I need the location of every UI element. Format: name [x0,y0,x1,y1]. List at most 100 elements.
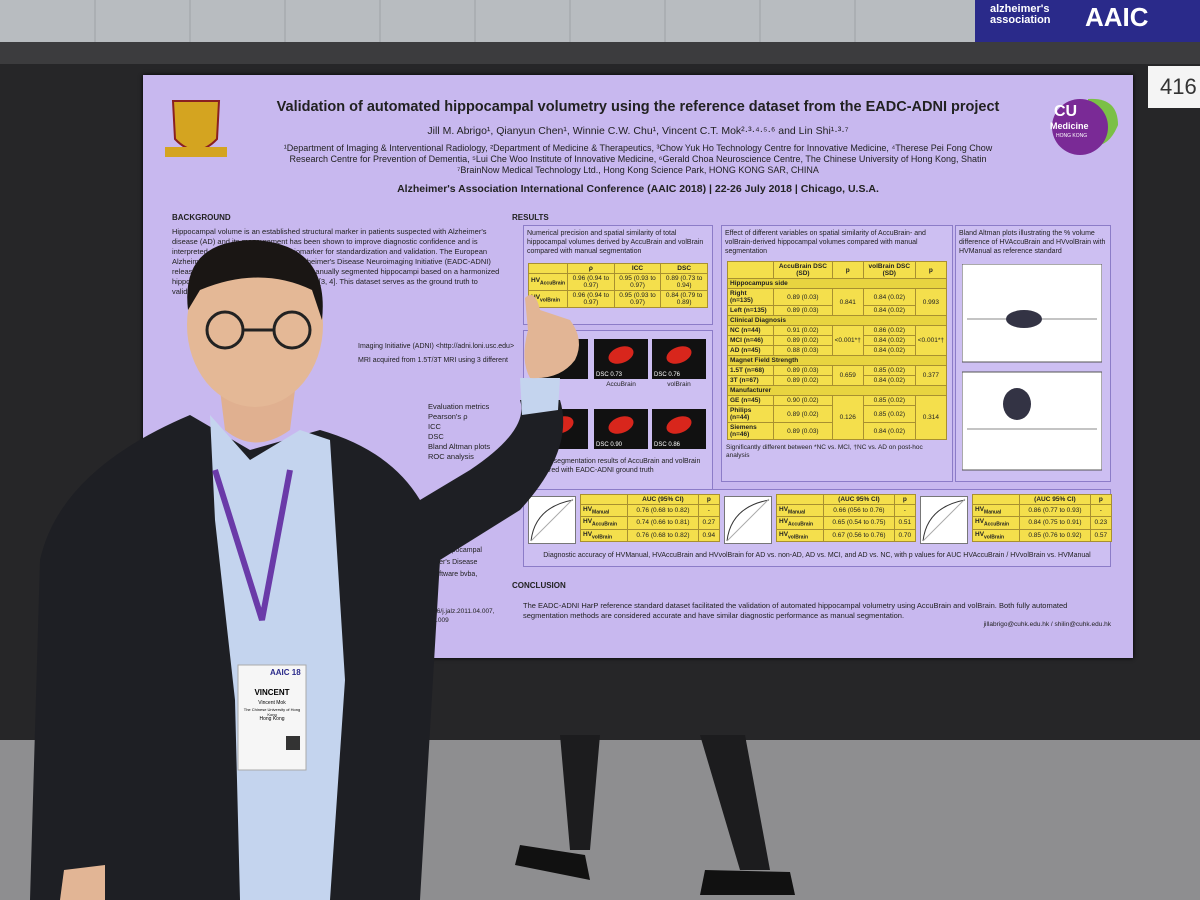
header-row: AccuBrain DSC (SD) p volBrain DSC (SD) p [726,261,948,279]
section-heading: RESULTS [512,213,549,222]
metrics-list: Evaluation metrics Pearson's ρ ICC DSC Bland… [428,402,490,462]
row: MCI (n=46) 0.89 (0.02) 0.84 (0.02) [726,335,947,346]
caption: Diagnostic accuracy of HVManual, HVAccuB… [543,552,1091,559]
cell: 0.84 (0.02) [862,422,916,440]
row-label: HVManual [775,503,825,518]
label-base: HV [779,530,789,538]
caption: Effect of different variables on spatial… [725,230,926,255]
cell: - [697,503,721,518]
roc-curve [920,496,968,544]
bland-altman-plots [962,264,1102,471]
row-label: HVAccuBrain [579,516,629,530]
cell: 0.89 (0.03) [773,288,833,306]
p-cell: 0.377 [914,365,948,386]
affiliations: ¹Department of Imaging & Interventional … [243,143,1033,176]
cell: 0.95 (0.93 to 0.97) [613,273,662,291]
methods-text: Imaging Initiative (ADNI) <http://adni.l… [358,343,515,350]
row-label: HVvolBrain [775,528,825,542]
segmentation-image: DSC 0.86 [652,409,706,449]
cell: 0.76 (0.68 to 0.82) [627,503,699,518]
label-base: HV [975,506,985,513]
label-sub: volBrain [788,533,809,540]
cu-logo-text: CU [1054,103,1078,120]
label-base: HV [975,530,985,538]
affiliation-line: Research Centre for Prevention of Dement… [289,154,987,164]
banner-event: AAIC [1085,2,1149,32]
cell: 0.86 (0.77 to 0.93) [1019,503,1091,518]
table: AUC (95% CI) p HVManual 0.76 (0.68 to 0.82)… [579,494,721,542]
footnote: Significantly different between *NC vs. … [726,444,923,459]
row: 3T (n=67) 0.89 (0.02) 0.84 (0.02) [726,375,947,386]
cu-logo-text: Medicine [1050,121,1089,131]
roc-line [530,498,574,542]
row-label: HVManual [971,503,1021,518]
label-sub: volBrain [540,297,561,304]
table2-panel: Effect of different variables on spatial… [721,225,953,482]
authors: Jill M. Abrigo¹, Qianyun Chen¹, Winnie C… [427,125,849,137]
badge-name: VINCENT [254,688,290,697]
wall-panels [94,0,856,45]
row-label: HVAccuBrain [527,273,569,291]
banner [975,0,1200,42]
label-base: HV [779,506,789,513]
cell: 0.70 [893,528,917,542]
row: HVvolBrain 0.76 (0.68 to 0.82) 0.94 [579,528,721,542]
label-sub: Manual [984,509,1002,516]
badge-full-name: Vincent Mok [258,700,286,706]
row: HVvolBrain 0.85 (0.76 to 0.92) 0.57 [971,528,1113,542]
shirt-cuff [520,378,560,415]
p-cell: 0.314 [914,395,948,440]
cell: - [1089,503,1113,518]
label-sub: volBrain [984,533,1005,540]
roc-panel: Diagnostic accuracy of HVManual, HVAccuB… [523,489,1113,567]
badge-org: The Chinese University of Hong Kong [243,707,301,717]
roc-curve [528,496,576,544]
cell: 0.84 (0.02) [862,288,916,306]
booth-sign [1148,66,1200,108]
row: Right (n=135) 0.89 (0.03) 0.841 0.84 (0.02)… [726,288,948,316]
cell: 0.89 (0.03) [773,422,833,440]
label-sub: AccuBrain [788,521,814,528]
label-base: HV [583,530,593,538]
roc-line [922,498,966,542]
row-label: HVAccuBrain [775,516,825,530]
dsc-label: DSC 0.90 [596,442,623,448]
caption: Bland Altman plots illustrating the % vo… [959,230,1106,255]
shirt [210,415,345,900]
thumbs-up-hand [524,294,579,379]
cell: - [893,503,917,518]
column-label: volBrain [667,381,691,388]
methods-text: MRI acquired from 1.5T/3T MRI using 3 di… [358,357,508,364]
conference: Alzheimer's Association International Co… [397,183,879,195]
p-cell: 0.993 [914,288,948,316]
dsc-label: DSC 0.73 [596,372,623,378]
passerby-shoes [515,845,795,895]
metric-item: ROC analysis [428,452,474,461]
cell: 0.66 (056 to 0.76) [823,503,895,518]
p-cell: <0.001*† [914,325,948,356]
label-sub: AccuBrain [540,280,566,287]
table: ρ ICC DSC HVAccuBrain 0.96 (0.94 to 0.97) 0.9… [527,263,708,308]
cell: 0.67 (0.56 to 0.76) [823,528,895,542]
dsc-label: DSC 0.76 [654,372,681,378]
cell: 0.85 (0.76 to 0.92) [1019,528,1091,542]
metric-item: DSC [428,432,444,441]
label-base: HV [975,518,985,526]
lanyard [212,469,293,621]
p-cell: 0.659 [831,365,864,386]
poster: Validation of automated hippocampal volu… [143,75,1133,658]
metric-item: Bland Altman plots [428,442,491,451]
label-base: HV [531,294,541,302]
hand [60,865,105,900]
row: HVAccuBrain 0.74 (0.66 to 0.81) 0.27 [579,516,721,530]
affiliation-line: ⁷BrainNow Medical Technology Ltd., Hong … [457,165,819,175]
board-frame [0,42,1200,64]
cell: 0.23 [1089,516,1113,530]
university-crest [165,100,227,157]
p-cell: <0.001*† [831,325,864,356]
row: HVManual 0.76 (0.68 to 0.82) - [579,503,721,518]
title: Validation of automated hippocampal volu… [276,99,1000,115]
cell: 0.89 (0.02) [773,405,833,423]
row: HVAccuBrain 0.65 (0.54 to 0.75) 0.51 [775,516,917,530]
